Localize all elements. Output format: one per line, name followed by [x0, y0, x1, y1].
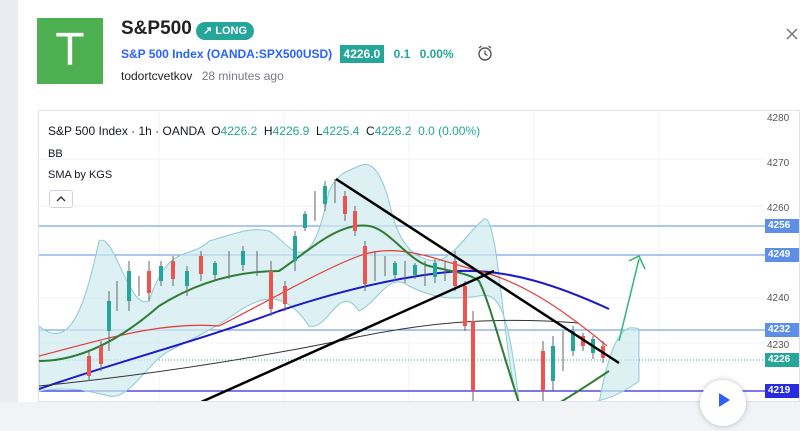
- chart-container[interactable]: S&P 500 Index · 1h · OANDA O4226.2 H4226…: [38, 110, 800, 402]
- sma-red-line: [39, 250, 608, 357]
- legend-l-label: L: [315, 124, 323, 138]
- axis-label: 4280: [767, 113, 790, 124]
- legend-h-label: H: [263, 124, 273, 138]
- legend-close: 4226.2: [374, 124, 412, 138]
- axis-label: 4260: [767, 203, 790, 214]
- legend-o-label: O: [211, 124, 221, 138]
- current-price-tag: 4226: [765, 353, 799, 367]
- axis-label: 4240: [767, 293, 790, 304]
- legend-high: 4226.9: [272, 124, 310, 138]
- author-row: todortcvetkov 28 minutes ago: [121, 69, 284, 83]
- price-change-pct: 0.00%: [419, 47, 454, 61]
- play-icon: [719, 393, 730, 407]
- chart-legend: S&P 500 Index · 1h · OANDA O4226.2 H4226…: [48, 124, 480, 138]
- badge-label: LONG: [215, 25, 248, 37]
- publish-time: 28 minutes ago: [201, 69, 284, 83]
- trend-up-icon: ↗: [203, 25, 216, 37]
- last-price: 4226.0: [339, 45, 385, 63]
- legend-open: 4226.2: [220, 124, 258, 138]
- symbol-row: S&P 500 Index (OANDA:SPX500USD) 4226.0 0…: [121, 45, 454, 63]
- projection-arrow-line: [618, 258, 640, 342]
- left-sidebar-strip: [0, 0, 19, 402]
- author-name[interactable]: todortcvetkov: [121, 69, 193, 83]
- price-change: 0.1: [393, 47, 411, 61]
- collapse-legend-button[interactable]: [49, 190, 73, 208]
- long-badge: ↗ LONG: [196, 22, 255, 40]
- price-axis[interactable]: 4280 4270 4260 4240 4230 4256 4249 4232 …: [765, 111, 799, 401]
- level-tag: 4256: [765, 219, 799, 233]
- legend-c-label: C: [366, 124, 375, 138]
- close-icon[interactable]: [784, 26, 800, 42]
- play-replay-button[interactable]: [700, 380, 746, 426]
- sma-green-line: [39, 224, 610, 401]
- symbol-link[interactable]: S&P 500 Index (OANDA:SPX500USD): [121, 47, 333, 61]
- chart-canvas[interactable]: [39, 111, 800, 402]
- legend-low: 4225.4: [322, 124, 360, 138]
- level-tag: 4249: [765, 248, 799, 262]
- trendline-resistance: [335, 177, 620, 365]
- sma-blue-line: [39, 269, 610, 390]
- indicator-bb[interactable]: BB: [48, 148, 63, 160]
- alarm-clock-icon[interactable]: [476, 44, 494, 62]
- trendline-support: [200, 269, 495, 401]
- arrow-up-icon: [628, 254, 646, 270]
- chevron-up-icon: [56, 196, 66, 202]
- idea-title: S&P500: [121, 18, 192, 39]
- legend-symbol: S&P 500 Index · 1h · OANDA: [48, 124, 205, 138]
- axis-label: 4230: [767, 340, 790, 351]
- indicator-sma[interactable]: SMA by KGS: [48, 169, 113, 181]
- idea-avatar[interactable]: T: [37, 18, 103, 84]
- legend-change: 0.0 (0.00%): [418, 124, 481, 138]
- axis-label: 4270: [767, 158, 790, 169]
- level-tag: 4219: [765, 384, 799, 398]
- level-tag: 4232: [765, 323, 799, 337]
